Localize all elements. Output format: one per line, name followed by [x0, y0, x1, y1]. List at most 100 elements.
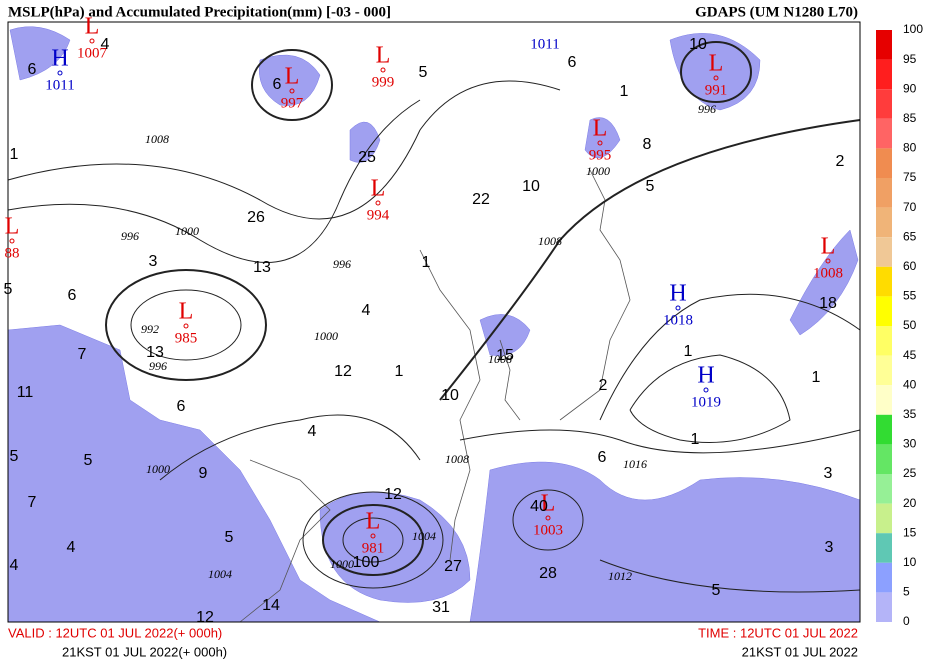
- isobar-label: 992: [141, 322, 159, 336]
- center-pressure: 1008: [813, 265, 843, 281]
- center-pressure: 1018: [663, 312, 693, 328]
- colorbar-label: 5: [903, 585, 910, 599]
- center-symbol: L: [366, 509, 381, 535]
- point-label: 15: [496, 347, 514, 364]
- isobar-label: 1004: [412, 529, 436, 543]
- colorbar-label: 15: [903, 525, 917, 539]
- center-pressure: 1007: [77, 45, 108, 61]
- point-label: 1: [691, 431, 700, 448]
- map-frame: [7, 21, 861, 623]
- point-label: 5: [84, 452, 93, 469]
- colorbar-label: 100: [903, 22, 923, 36]
- time-utc: TIME : 12UTC 01 JUL 2022: [698, 625, 858, 640]
- colorbar-swatch: [876, 148, 892, 178]
- center-marker: [57, 70, 63, 76]
- center-marker: [183, 323, 189, 329]
- center-symbol: L: [285, 64, 300, 90]
- isobar-label: 1008: [445, 452, 469, 466]
- isobar-label: 996: [333, 257, 351, 271]
- colorbar-swatch: [876, 533, 892, 563]
- colorbar-label: 65: [903, 229, 917, 243]
- center-symbol: L: [85, 14, 100, 40]
- point-label: 4: [10, 557, 19, 574]
- colorbar-swatch: [876, 474, 892, 504]
- point-label: 7: [78, 346, 87, 363]
- point-label: 13: [146, 344, 164, 361]
- colorbar-label: 20: [903, 496, 917, 510]
- point-label: 22: [472, 191, 490, 208]
- colorbar-label: 55: [903, 289, 917, 303]
- point-label: 12: [334, 363, 352, 380]
- center-marker: [380, 67, 386, 73]
- coastlines: [239, 169, 631, 623]
- point-label: 7: [28, 494, 37, 511]
- colorbar-swatch: [876, 355, 892, 386]
- center-pressure: 88: [5, 245, 20, 261]
- colorbar-swatch: [876, 503, 892, 534]
- point-label: 5: [4, 281, 13, 298]
- center-marker: [89, 38, 95, 44]
- point-label: 6: [273, 76, 282, 93]
- colorbar-swatch: [876, 30, 892, 60]
- valid-utc: VALID : 12UTC 01 JUL 2022(+ 000h): [8, 625, 222, 640]
- colorbar-label: 90: [903, 81, 917, 95]
- colorbar-label: 35: [903, 407, 917, 421]
- point-label: 4: [101, 36, 110, 53]
- colorbar-label: 45: [903, 348, 917, 362]
- colorbar-swatch: [876, 296, 892, 326]
- colorbar-label: 95: [903, 52, 917, 66]
- isobar-label: 996: [121, 229, 139, 243]
- center-symbol: L: [179, 299, 194, 325]
- point-label: 10: [522, 178, 540, 195]
- colorbar-label: 40: [903, 377, 917, 391]
- point-label: 8: [643, 136, 652, 153]
- isobar-label: 1008: [145, 132, 169, 146]
- colorbar-swatch: [876, 385, 892, 415]
- point-label: 6: [28, 61, 37, 78]
- center-symbol: H: [51, 46, 68, 72]
- isobar-label: 996: [698, 102, 716, 116]
- time-kst: 21KST 01 JUL 2022: [742, 644, 858, 659]
- map-title: MSLP(hPa) and Accumulated Precipitation(…: [8, 4, 391, 20]
- center-pressure: 981: [362, 540, 385, 556]
- colorbar-swatch: [876, 178, 892, 208]
- center-marker: [825, 258, 831, 264]
- center-pressure: 994: [367, 207, 390, 223]
- point-label: 28: [539, 565, 557, 582]
- center-marker: [370, 533, 376, 539]
- center-pressure: 991: [705, 82, 728, 98]
- colorbar-swatch: [876, 444, 892, 474]
- valid-kst: 21KST 01 JUL 2022(+ 000h): [62, 644, 227, 659]
- center-marker: [545, 515, 551, 521]
- center-marker: [675, 305, 681, 311]
- point-label: 5: [419, 64, 428, 81]
- point-label: 25: [358, 149, 376, 166]
- point-label: 1: [422, 254, 431, 271]
- isobar-label: 1016: [623, 457, 647, 471]
- isobar-label: 996: [149, 359, 167, 373]
- center-marker: [597, 140, 603, 146]
- center-pressure: 985: [175, 330, 198, 346]
- point-label: 1: [620, 83, 629, 100]
- center-pressure: 997: [281, 95, 304, 111]
- point-label: 10: [441, 387, 459, 404]
- colorbar-label: 0: [903, 614, 910, 628]
- isobar-label: 1000: [314, 329, 338, 343]
- isobar-label: 1012: [608, 569, 632, 583]
- colorbar-swatch: [876, 237, 892, 267]
- point-label: 5: [712, 582, 721, 599]
- center-symbol: L: [5, 214, 20, 240]
- colorbar-label: 25: [903, 466, 917, 480]
- center-pressure: 1003: [533, 522, 563, 538]
- center-symbol: L: [821, 234, 836, 260]
- center-symbol: L: [371, 176, 386, 202]
- isobar-label: 1000: [586, 164, 610, 178]
- isobar-label: 1000: [146, 462, 170, 476]
- colorbar-label: 75: [903, 170, 917, 184]
- center-pressure: 999: [372, 74, 395, 90]
- isobar-label: 1004: [208, 567, 232, 581]
- colorbar-swatch: [876, 59, 892, 90]
- point-label: 6: [568, 54, 577, 71]
